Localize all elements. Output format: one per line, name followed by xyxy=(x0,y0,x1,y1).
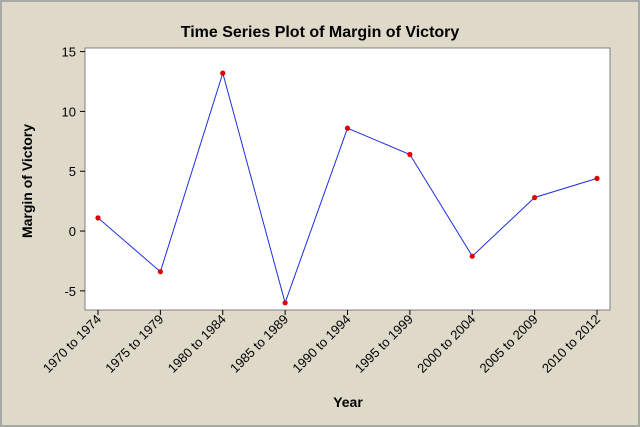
x-tick-label: 1995 to 1999 xyxy=(352,312,416,376)
y-tick-label: 10 xyxy=(62,104,76,119)
y-axis: -5 0 5 10 15 xyxy=(62,45,85,299)
data-point xyxy=(344,125,351,131)
data-point xyxy=(469,253,475,259)
x-tick-label: 2000 to 2004 xyxy=(414,312,478,376)
x-tick-label: 1975 to 1979 xyxy=(102,312,166,376)
chart-title: Time Series Plot of Margin of Victory xyxy=(181,24,460,41)
series-group xyxy=(95,70,600,306)
y-tick-label: 5 xyxy=(69,164,76,179)
y-tick-label: 0 xyxy=(69,224,76,239)
data-point xyxy=(594,175,600,182)
x-tick-label: 1970 to 1974 xyxy=(40,312,104,376)
x-axis-title: Year xyxy=(333,394,363,410)
y-tick-label: 15 xyxy=(62,45,76,60)
data-point xyxy=(220,70,226,76)
y-tick-label: -5 xyxy=(64,284,76,299)
x-tick-label: 2005 to 2009 xyxy=(476,312,540,376)
x-tick-label: 1985 to 1989 xyxy=(227,312,291,376)
x-tick-label: 1990 to 1994 xyxy=(289,312,353,376)
x-tick-label: 2010 to 2012 xyxy=(539,312,603,376)
data-point xyxy=(407,151,413,158)
y-axis-title: Margin of Victory xyxy=(19,124,35,238)
data-point xyxy=(157,269,163,275)
data-point xyxy=(95,215,101,221)
x-tick-label: 1980 to 1984 xyxy=(165,312,229,376)
data-point xyxy=(532,194,538,201)
plot-area xyxy=(84,47,611,311)
data-point xyxy=(282,300,288,306)
